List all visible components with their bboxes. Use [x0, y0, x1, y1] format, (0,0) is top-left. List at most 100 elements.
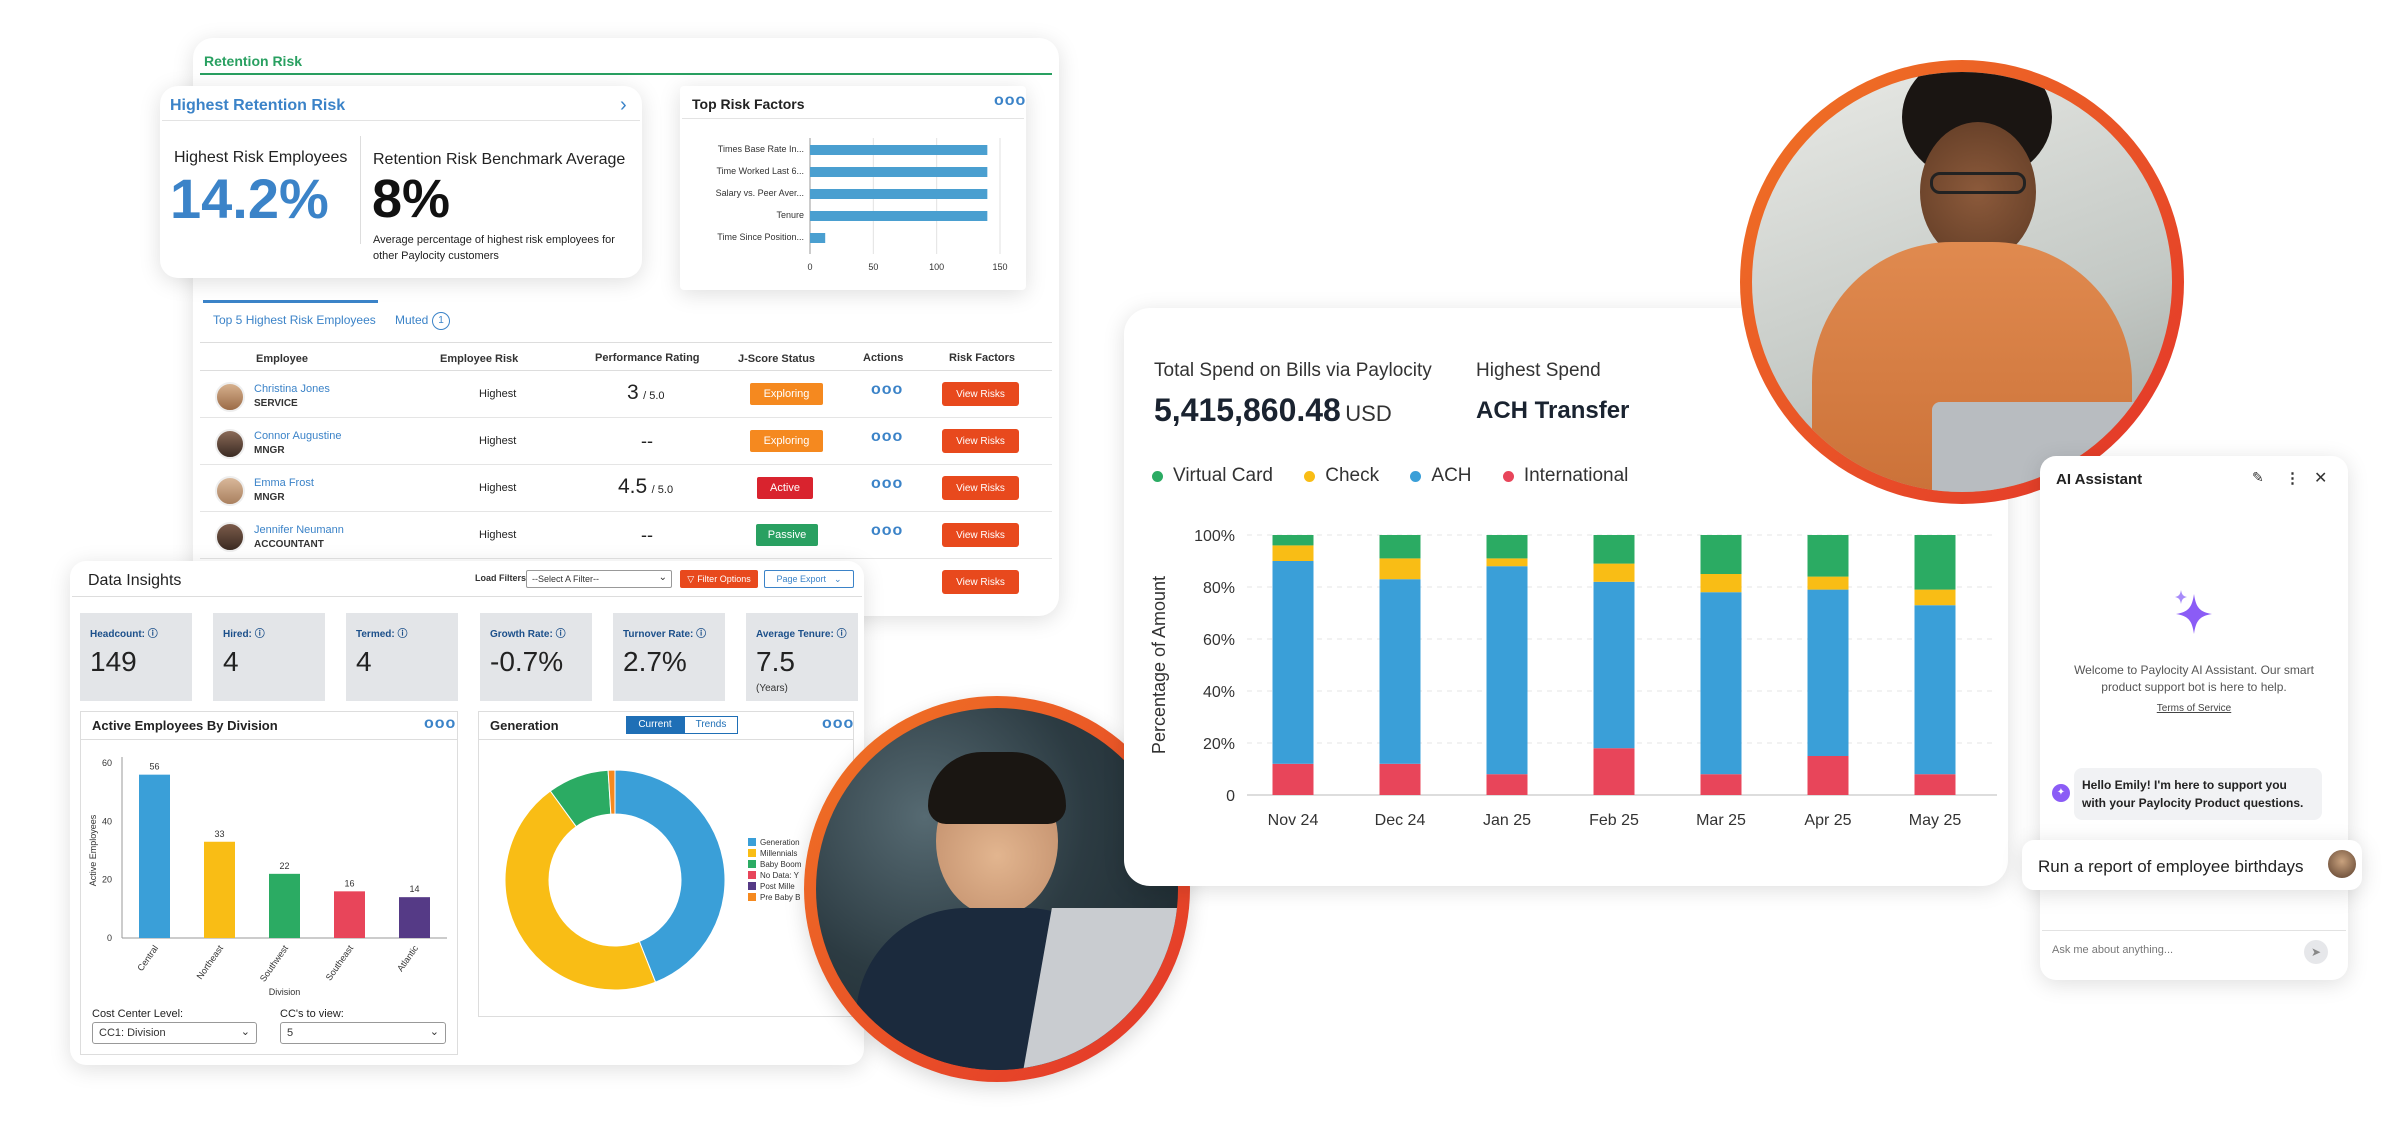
chevron-down-icon: ⌄ — [429, 1026, 439, 1038]
employee-name[interactable]: Christina Jones — [254, 383, 330, 395]
category-label: Salary vs. Peer Aver... — [716, 188, 804, 198]
info-icon[interactable]: ⓘ — [397, 629, 408, 640]
stacked-bar-segment — [1486, 558, 1528, 567]
category-label: Times Base Rate In... — [718, 144, 804, 154]
x-tick-label: 0 — [807, 262, 812, 272]
kpi-label: Hired: ⓘ — [223, 625, 265, 640]
generation-donut-chart: Generation Millennials Baby Boom No Data: Y… — [504, 769, 802, 991]
legend-label: ACH — [1431, 465, 1472, 486]
division-bar — [269, 873, 300, 938]
view-risks-button[interactable]: View Risks — [942, 523, 1019, 547]
employee-name[interactable]: Emma Frost — [254, 477, 314, 489]
stacked-bar-segment — [1272, 545, 1314, 561]
employee-risk: Highest — [479, 435, 517, 447]
employee-name[interactable]: Connor Augustine — [254, 430, 342, 442]
more-options-icon[interactable]: ooo — [994, 92, 1027, 109]
division-bar-chart: 0 20 40 60 Active Employees Division 56 Central… — [88, 757, 447, 997]
kpi-value: 2.7% — [623, 646, 687, 677]
cost-center-select[interactable]: CC1: Division ⌄ — [92, 1022, 257, 1044]
stacked-bar-segment — [1379, 579, 1421, 764]
more-vertical-icon[interactable]: ⋮ — [2285, 470, 2300, 487]
rating-value: 4.5 — [618, 475, 648, 498]
retention-risk-tab[interactable]: Retention Risk — [204, 53, 303, 69]
tab-top-5-underline — [203, 300, 378, 303]
view-risks-button[interactable]: View Risks — [942, 570, 1019, 594]
kpi-growth-rate: Growth Rate: ⓘ -0.7% — [480, 613, 592, 701]
x-tick-label: Jan 25 — [1483, 812, 1531, 829]
chevron-right-icon[interactable]: › — [620, 94, 627, 116]
more-options-icon[interactable]: ooo — [424, 715, 457, 732]
kpi-sub: (Years) — [756, 683, 788, 694]
stacked-bar-segment — [1914, 589, 1956, 606]
employee-photo-man — [804, 696, 1190, 1082]
view-risks-button[interactable]: View Risks — [942, 476, 1019, 500]
y-tick-label: 40 — [102, 816, 112, 826]
info-icon[interactable]: ⓘ — [147, 629, 158, 640]
toggle-trends[interactable]: Trends — [684, 716, 738, 734]
y-tick-label: 0 — [107, 933, 112, 943]
jscore-status: Exploring — [750, 383, 823, 405]
view-risks-button[interactable]: View Risks — [942, 429, 1019, 453]
stacked-bar-segment — [1379, 763, 1421, 795]
edit-icon[interactable]: ✎ — [2252, 469, 2264, 485]
spend-legend: Virtual Card Check ACH International — [1152, 465, 1628, 487]
tab-muted[interactable]: Muted — [395, 313, 429, 327]
y-axis-title: Active Employees — [88, 814, 98, 886]
employee-name[interactable]: Jennifer Neumann — [254, 524, 344, 536]
donut-slice — [607, 769, 616, 815]
more-options-icon[interactable]: ooo — [822, 715, 855, 732]
top-risk-factors-card — [680, 86, 1026, 290]
terms-of-service-link[interactable]: Terms of Service — [2156, 703, 2232, 714]
page-export-button[interactable]: Page Export ⌄ — [764, 570, 854, 588]
x-tick-label: 50 — [868, 262, 878, 272]
ccs-label: CC's to view: — [280, 1008, 344, 1020]
filter-select[interactable]: --Select A Filter-- ⌄ — [526, 570, 672, 588]
generation-chart-title: Generation — [490, 718, 559, 733]
legend-label: Pre Baby B — [760, 893, 800, 902]
photo-hair — [928, 752, 1066, 824]
total-spend-amount: 5,415,860.48 — [1154, 392, 1341, 428]
toggle-current[interactable]: Current — [626, 716, 684, 734]
actions-icon[interactable]: ooo — [871, 381, 904, 398]
stacked-bar-segment — [1807, 535, 1849, 577]
legend-item-ach: ACH — [1410, 465, 1472, 486]
send-icon[interactable]: ➤ — [2304, 940, 2328, 964]
division-bar — [334, 891, 365, 938]
legend-label: Check — [1325, 465, 1380, 486]
employee-photo-woman — [1740, 60, 2184, 504]
stacked-bar-segment — [1593, 581, 1635, 749]
chat-input[interactable]: Ask me about anything... — [2052, 944, 2292, 964]
bot-message: Hello Emily! I'm here to support you wit… — [2074, 768, 2322, 820]
kpi-turnover-rate: Turnover Rate: ⓘ 2.7% — [613, 613, 725, 701]
actions-icon[interactable]: ooo — [871, 475, 904, 492]
legend-label: International — [1523, 465, 1629, 486]
view-risks-button[interactable]: View Risks — [942, 382, 1019, 406]
x-tick-label: Feb 25 — [1589, 812, 1639, 829]
stacked-bar-segment — [1914, 605, 1956, 775]
load-filters-label: Load Filters — [475, 573, 527, 583]
highest-spend-label: Highest Spend — [1476, 360, 1601, 381]
actions-icon[interactable]: ooo — [871, 522, 904, 539]
info-icon[interactable]: ⓘ — [696, 629, 707, 640]
kpi-label: Turnover Rate: ⓘ — [623, 625, 706, 640]
info-icon[interactable]: ⓘ — [836, 629, 847, 640]
legend-label: Baby Boom — [760, 860, 802, 869]
actions-icon[interactable]: ooo — [871, 428, 904, 445]
ccs-select[interactable]: 5 ⌄ — [280, 1022, 446, 1044]
kpi-label: Growth Rate: ⓘ — [490, 625, 566, 640]
total-spend-label: Total Spend on Bills via Paylocity — [1154, 360, 1432, 381]
legend-item-check: Check — [1304, 465, 1379, 486]
info-icon[interactable]: ⓘ — [555, 629, 566, 640]
photo-inner — [816, 708, 1178, 1070]
close-icon[interactable]: ✕ — [2314, 470, 2328, 487]
kpi-value: 149 — [90, 646, 137, 677]
tab-top-5[interactable]: Top 5 Highest Risk Employees — [213, 313, 376, 327]
info-icon[interactable]: ⓘ — [254, 629, 265, 640]
highest-retention-title[interactable]: Highest Retention Risk — [170, 97, 346, 114]
filter-options-button[interactable]: ▽ Filter Options — [680, 570, 758, 588]
x-tick-label: Southwest — [258, 943, 291, 984]
y-tick-label: 80% — [1203, 580, 1235, 597]
stacked-bar-segment — [1700, 574, 1742, 593]
cost-center-label: Cost Center Level: — [92, 1008, 184, 1020]
stacked-bar-segment — [1272, 763, 1314, 795]
